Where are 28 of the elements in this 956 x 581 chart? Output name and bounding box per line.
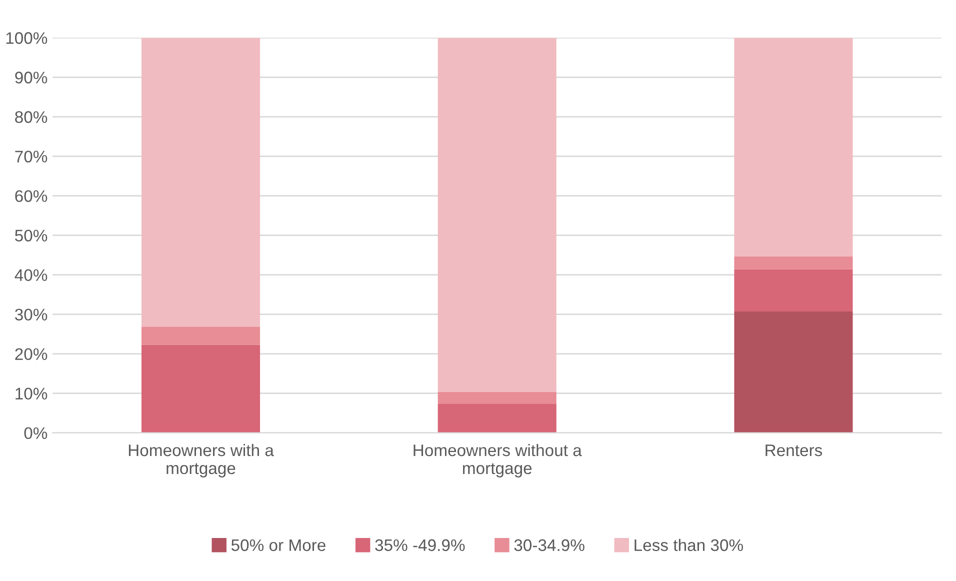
y-tick-label: 20% bbox=[15, 348, 48, 360]
x-tick-label: Renters bbox=[766, 444, 822, 456]
y-tick-label: 10% bbox=[16, 388, 48, 400]
legend-label: 50% or More bbox=[231, 539, 326, 552]
y-tick-label: 50% bbox=[15, 230, 48, 242]
y-tick-label: 70% bbox=[15, 150, 48, 162]
bar bbox=[141, 344, 260, 433]
y-tick-label: 90% bbox=[15, 72, 48, 84]
y-tick-label: 40% bbox=[14, 269, 48, 282]
y-tick-label: 60% bbox=[15, 190, 48, 202]
y-tick-label: 0% bbox=[24, 427, 48, 440]
legend-label: 30-34.9% bbox=[514, 539, 584, 552]
bar bbox=[141, 38, 260, 327]
bar bbox=[734, 312, 853, 433]
y-tick-label: 80% bbox=[15, 111, 48, 123]
bar bbox=[141, 326, 260, 345]
legend-label: 35% -49.9% bbox=[375, 539, 465, 552]
bar bbox=[438, 392, 556, 404]
bar bbox=[438, 38, 556, 392]
bar bbox=[734, 256, 853, 270]
legend-label: Less than 30% bbox=[634, 538, 743, 552]
y-tick-label: 30% bbox=[15, 308, 48, 321]
bar bbox=[734, 269, 853, 312]
x-tick-label: Homeowners with a mortgage bbox=[128, 444, 274, 478]
bar bbox=[734, 38, 853, 256]
bar bbox=[438, 404, 556, 433]
x-tick-label: Homeowners without a mortgage bbox=[414, 444, 582, 478]
y-tick-label: 100% bbox=[6, 32, 48, 44]
